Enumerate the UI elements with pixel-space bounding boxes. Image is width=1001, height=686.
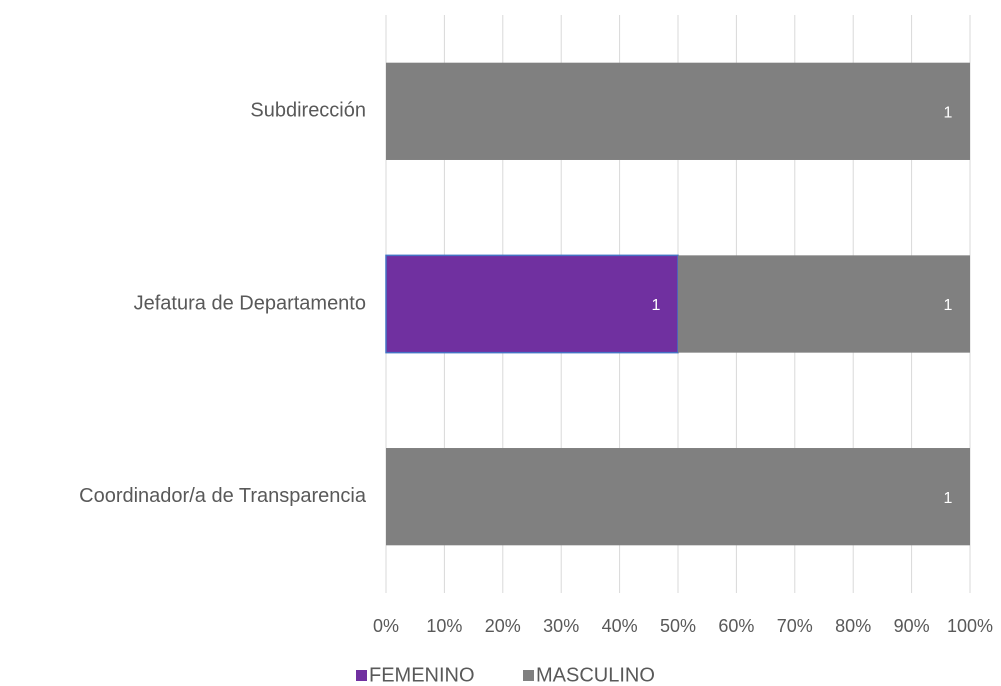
legend-label: MASCULINO [536, 664, 655, 686]
data-label: 1 [944, 490, 953, 507]
x-tick-label: 30% [543, 616, 579, 636]
x-tick-label: 100% [947, 616, 993, 636]
x-tick-label: 0% [373, 616, 399, 636]
x-tick-label: 40% [602, 616, 638, 636]
bar-segment [385, 254, 679, 354]
legend-swatch [523, 670, 534, 681]
x-tick-label: 80% [835, 616, 871, 636]
data-label: 1 [652, 297, 661, 314]
category-label: Coordinador/a de Transparencia [79, 485, 367, 507]
x-tick-label: 70% [777, 616, 813, 636]
legend-label: FEMENINO [369, 664, 475, 686]
x-tick-label: 60% [718, 616, 754, 636]
legend-swatch [356, 670, 367, 681]
bar-segment [386, 448, 970, 546]
x-tick-label: 10% [426, 616, 462, 636]
bar-segment [678, 255, 970, 353]
data-label: 1 [944, 297, 953, 314]
x-tick-label: 50% [660, 616, 696, 636]
x-tick-label: 90% [894, 616, 930, 636]
bar-segment [386, 62, 970, 160]
x-tick-label: 20% [485, 616, 521, 636]
data-label: 1 [944, 105, 953, 122]
category-label: Jefatura de Departamento [134, 292, 366, 314]
category-label: Subdirección [250, 100, 366, 122]
